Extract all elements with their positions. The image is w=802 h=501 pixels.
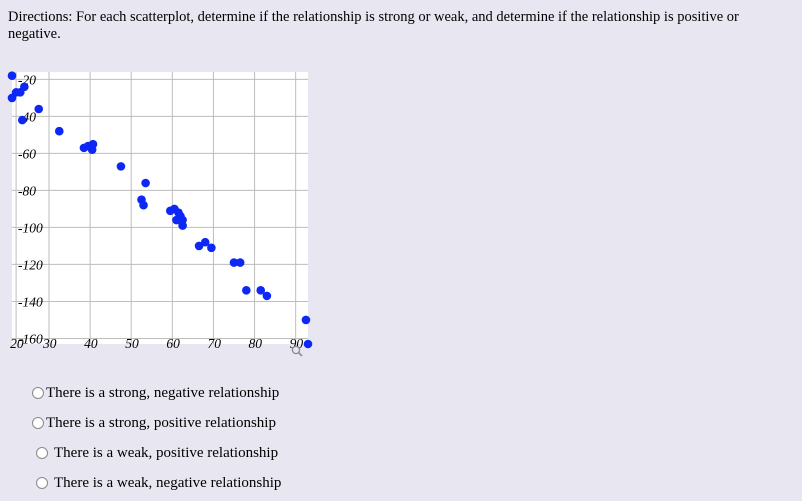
- data-point: [141, 178, 150, 188]
- data-point: [54, 126, 64, 136]
- data-point: [242, 286, 251, 295]
- option-strong-positive[interactable]: There is a strong, positive relationship: [32, 408, 281, 438]
- radio-button[interactable]: [36, 477, 48, 489]
- data-point: [194, 241, 204, 251]
- option-label: There is a weak, positive relationship: [54, 444, 279, 461]
- directions-text: Directions: For each scatterplot, determ…: [8, 9, 739, 42]
- x-tick-label: 20: [10, 336, 24, 351]
- option-weak-positive[interactable]: There is a weak, positive relationship: [32, 438, 281, 468]
- data-point: [116, 162, 126, 171]
- data-point: [139, 200, 148, 210]
- data-point: [178, 215, 187, 225]
- y-tick-label: -60: [18, 146, 36, 161]
- data-point: [235, 258, 245, 267]
- data-point: [303, 339, 313, 349]
- option-strong-negative[interactable]: There is a strong, negative relationship: [32, 378, 281, 408]
- data-point: [34, 104, 44, 114]
- data-point: [301, 315, 311, 325]
- radio-button[interactable]: [36, 447, 48, 459]
- radio-button[interactable]: [32, 417, 44, 429]
- y-tick-label: -120: [18, 257, 43, 272]
- x-tick-label: 90: [290, 336, 304, 351]
- option-label: There is a strong, negative relationship: [46, 384, 280, 401]
- data-point: [262, 291, 272, 301]
- x-tick-label: 30: [42, 336, 57, 351]
- plot-area: [12, 72, 308, 344]
- x-tick-label: 80: [249, 336, 263, 351]
- option-label: There is a strong, positive relationship: [46, 414, 276, 431]
- data-point: [200, 237, 210, 247]
- data-point: [88, 139, 98, 149]
- answer-options: There is a strong, negative relationship…: [32, 378, 281, 498]
- data-point: [229, 258, 239, 267]
- data-point: [7, 71, 17, 81]
- radio-button[interactable]: [32, 387, 44, 399]
- y-tick-label: -100: [18, 220, 43, 235]
- option-label: There is a weak, negative relationship: [54, 474, 282, 491]
- y-tick-label: -160: [18, 331, 43, 346]
- y-tick-label: -140: [18, 294, 43, 309]
- data-point: [20, 82, 29, 92]
- x-tick-label: 60: [166, 336, 180, 351]
- data-point: [256, 286, 266, 295]
- data-point: [17, 115, 27, 125]
- x-tick-label: 50: [125, 336, 139, 351]
- option-weak-negative[interactable]: There is a weak, negative relationship: [32, 468, 281, 498]
- data-point: [207, 243, 216, 253]
- zoom-icon[interactable]: [291, 345, 303, 357]
- y-tick-label: -80: [18, 183, 36, 198]
- x-tick-label: 40: [84, 336, 98, 351]
- x-tick-label: 70: [207, 336, 221, 351]
